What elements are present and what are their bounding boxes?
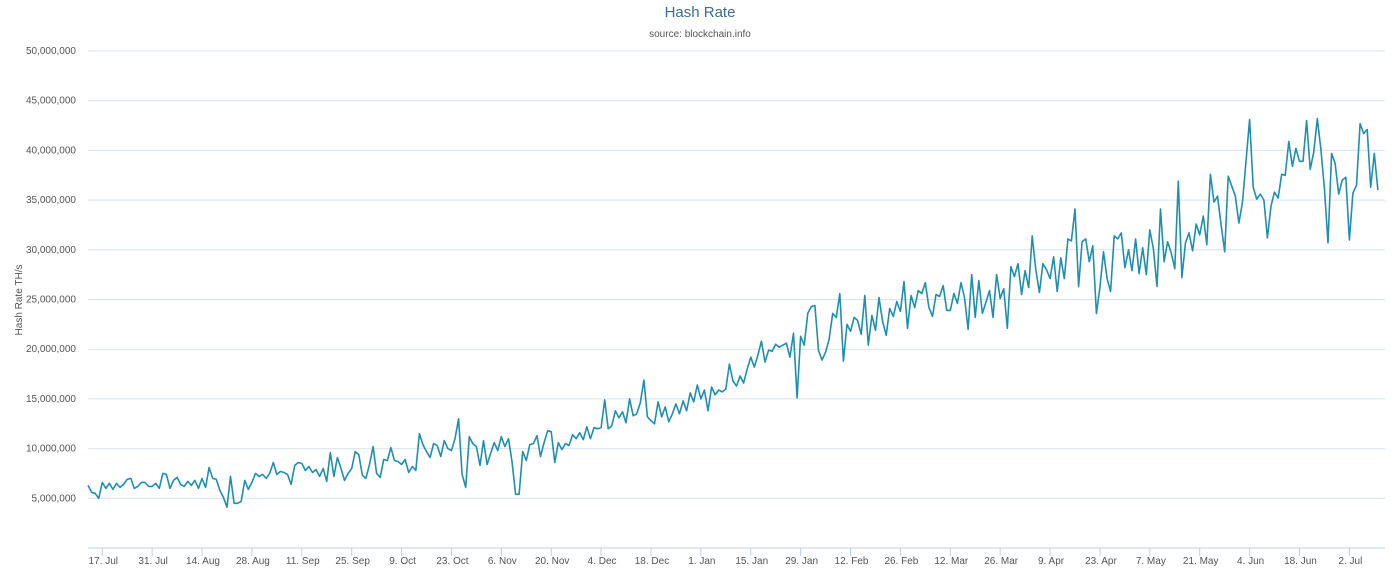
hash-rate-series-line (87, 117, 1379, 509)
x-tick-label: 26. Mar (984, 556, 1019, 567)
series-layer (87, 117, 1379, 509)
x-tick-label: 4. Jun (1237, 556, 1264, 567)
x-tick-label: 4. Dec (588, 556, 617, 567)
y-tick-label: 45,000,000 (26, 96, 76, 107)
x-tick-label: 15. Jan (735, 556, 768, 567)
x-tick-label: 12. Mar (934, 556, 969, 567)
x-tick-label: 29. Jan (785, 556, 818, 567)
x-tick-label: 17. Jul (89, 556, 118, 567)
y-tick-label: 30,000,000 (26, 245, 76, 256)
y-axis-label: Hash Rate TH/s (14, 265, 25, 336)
x-tick-label: 18. Dec (635, 556, 669, 567)
x-tick-label: 21. May (1183, 556, 1219, 567)
x-tick-label: 23. Apr (1085, 556, 1117, 567)
x-tick-label: 9. Oct (389, 556, 416, 567)
x-tick-label: 25. Sep (335, 556, 370, 567)
x-tick-label: 2. Jul (1338, 556, 1362, 567)
x-tick-label: 31. Jul (138, 556, 167, 567)
y-tick-label: 20,000,000 (26, 344, 76, 355)
x-tick-label: 18. Jun (1284, 556, 1317, 567)
y-tick-label: 5,000,000 (32, 493, 77, 504)
y-axis: 5,000,000 10,000,000 15,000,000 20,000,000 2… (26, 46, 76, 504)
y-tick-label: 15,000,000 (26, 394, 76, 405)
gridlines (88, 50, 1385, 499)
x-tick-label: 28. Aug (236, 556, 270, 567)
y-tick-label: 10,000,000 (26, 444, 76, 455)
x-tick-label: 7. May (1136, 556, 1166, 567)
y-tick-label: 25,000,000 (26, 295, 76, 306)
x-tick-label: 14. Aug (186, 556, 220, 567)
x-tick-label: 11. Sep (286, 556, 320, 567)
x-tick-label: 9. Apr (1038, 556, 1065, 567)
chart-subtitle: source: blockchain.info (649, 29, 751, 40)
y-tick-label: 50,000,000 (26, 46, 76, 57)
x-tick-label: 26. Feb (884, 556, 918, 567)
x-tick-label: 12. Feb (835, 556, 869, 567)
y-tick-label: 35,000,000 (26, 195, 76, 206)
x-tick-label: 1. Jan (688, 556, 715, 567)
x-axis: 17. Jul 31. Jul 14. Aug 28. Aug 11. Sep 25. S… (88, 547, 1385, 567)
x-tick-label: 20. Nov (535, 556, 569, 567)
chart-title: Hash Rate (664, 4, 736, 21)
y-tick-label: 40,000,000 (26, 145, 76, 156)
x-tick-label: 23. Oct (436, 556, 468, 567)
x-tick-label: 6. Nov (488, 556, 517, 567)
